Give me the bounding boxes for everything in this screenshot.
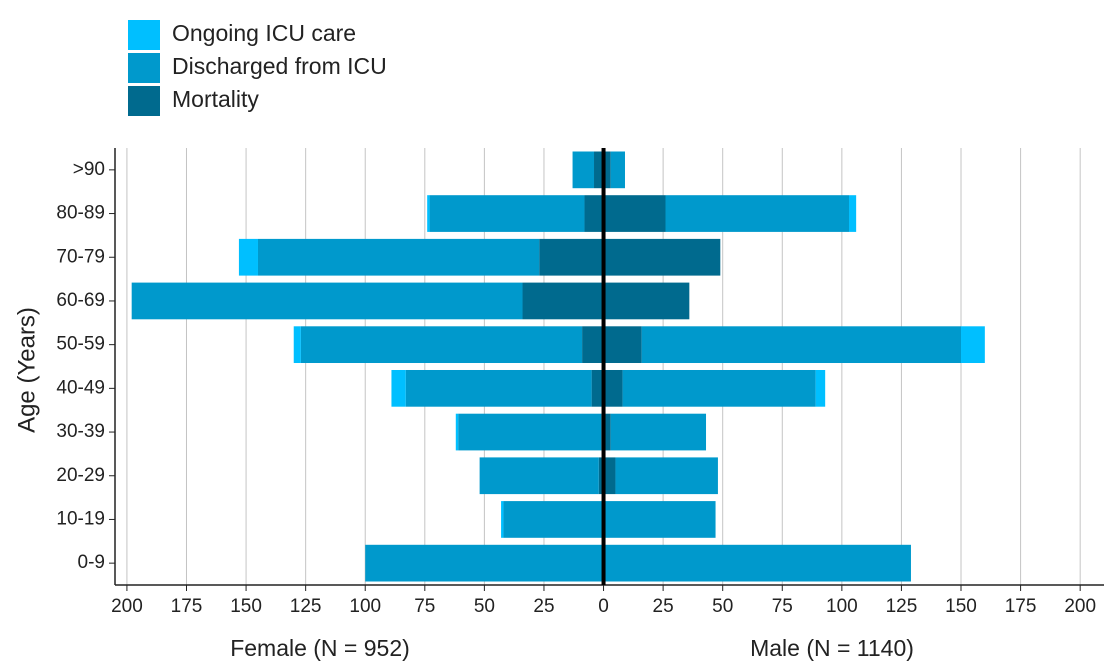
bar-segment bbox=[603, 195, 666, 232]
legend-swatch bbox=[128, 20, 160, 50]
bar-segment bbox=[641, 326, 962, 364]
x-tick-label: 200 bbox=[111, 596, 143, 617]
bar-segment bbox=[458, 413, 602, 451]
x-tick-label: 150 bbox=[945, 596, 977, 617]
bar-segment bbox=[610, 151, 625, 189]
legend-label: Ongoing ICU care bbox=[172, 20, 356, 46]
male-label: Male (N = 1140) bbox=[750, 635, 914, 661]
legend-label: Discharged from ICU bbox=[172, 53, 387, 79]
y-tick-label: 20-29 bbox=[56, 465, 105, 486]
bar-segment bbox=[539, 238, 604, 276]
bar-segment bbox=[665, 195, 850, 232]
bar-segment bbox=[479, 457, 599, 495]
bar-segment bbox=[405, 369, 592, 407]
bar-segment bbox=[582, 326, 604, 364]
bar-segment bbox=[598, 457, 604, 495]
x-tick-label: 75 bbox=[772, 596, 793, 617]
bar-segment bbox=[961, 326, 985, 364]
bar-segment bbox=[572, 151, 595, 189]
x-tick-label: 100 bbox=[349, 596, 381, 617]
bar-segment bbox=[391, 369, 406, 407]
legend-swatch bbox=[128, 53, 160, 83]
x-tick-label: 75 bbox=[414, 596, 435, 617]
y-tick-label: 30-39 bbox=[56, 421, 105, 442]
x-tick-label: 175 bbox=[171, 596, 203, 617]
y-tick-label: 80-89 bbox=[56, 203, 105, 224]
bar-segment bbox=[603, 238, 721, 276]
bar-segment bbox=[584, 195, 604, 232]
bar-segment bbox=[131, 282, 523, 320]
bar-segment bbox=[293, 326, 301, 364]
y-tick-label: 40-49 bbox=[56, 377, 105, 398]
y-axis-label: Age (Years) bbox=[13, 307, 40, 433]
y-tick-label: 0-9 bbox=[78, 552, 105, 573]
bar-segment bbox=[603, 326, 642, 364]
bar-segment bbox=[603, 151, 611, 189]
x-tick-label: 175 bbox=[1005, 596, 1037, 617]
bar-segment bbox=[603, 369, 623, 407]
bar-segment bbox=[849, 195, 857, 232]
bar-segment bbox=[238, 238, 258, 276]
bar-segment bbox=[427, 195, 430, 232]
bar-segment bbox=[455, 413, 459, 451]
y-tick-label: 70-79 bbox=[56, 246, 105, 267]
legend-label: Mortality bbox=[172, 86, 259, 112]
x-tick-label: 125 bbox=[290, 596, 322, 617]
x-tick-label: 50 bbox=[712, 596, 733, 617]
x-tick-label: 25 bbox=[653, 596, 674, 617]
y-tick-label: 60-69 bbox=[56, 290, 105, 311]
bar-segment bbox=[257, 238, 540, 276]
y-tick-label: >90 bbox=[73, 159, 105, 180]
bar-segment bbox=[603, 282, 690, 320]
bar-segment bbox=[503, 501, 604, 538]
bar-segment bbox=[594, 151, 604, 189]
legend-swatch bbox=[128, 86, 160, 116]
bar-segment bbox=[591, 369, 604, 407]
bar-segment bbox=[501, 501, 504, 538]
bar-segment bbox=[603, 501, 716, 538]
y-tick-label: 50-59 bbox=[56, 334, 105, 355]
x-tick-label: 25 bbox=[533, 596, 554, 617]
bar-segment bbox=[603, 544, 911, 582]
bar-segment bbox=[615, 457, 718, 495]
x-tick-label: 100 bbox=[826, 596, 858, 617]
x-tick-label: 200 bbox=[1064, 596, 1096, 617]
female-label: Female (N = 952) bbox=[230, 635, 410, 661]
y-tick-label: 10-19 bbox=[56, 508, 105, 529]
bar-segment bbox=[603, 457, 616, 495]
x-tick-label: 0 bbox=[598, 596, 609, 617]
bar-segment bbox=[610, 413, 707, 451]
bar-segment bbox=[365, 544, 604, 582]
x-tick-label: 50 bbox=[474, 596, 495, 617]
bar-segment bbox=[522, 282, 604, 320]
x-tick-label: 125 bbox=[886, 596, 918, 617]
bar-segment bbox=[300, 326, 583, 364]
bar-segment bbox=[622, 369, 816, 407]
bar-segment bbox=[815, 369, 826, 407]
bar-segment bbox=[603, 413, 611, 451]
bar-segment bbox=[429, 195, 585, 232]
x-tick-label: 150 bbox=[230, 596, 262, 617]
